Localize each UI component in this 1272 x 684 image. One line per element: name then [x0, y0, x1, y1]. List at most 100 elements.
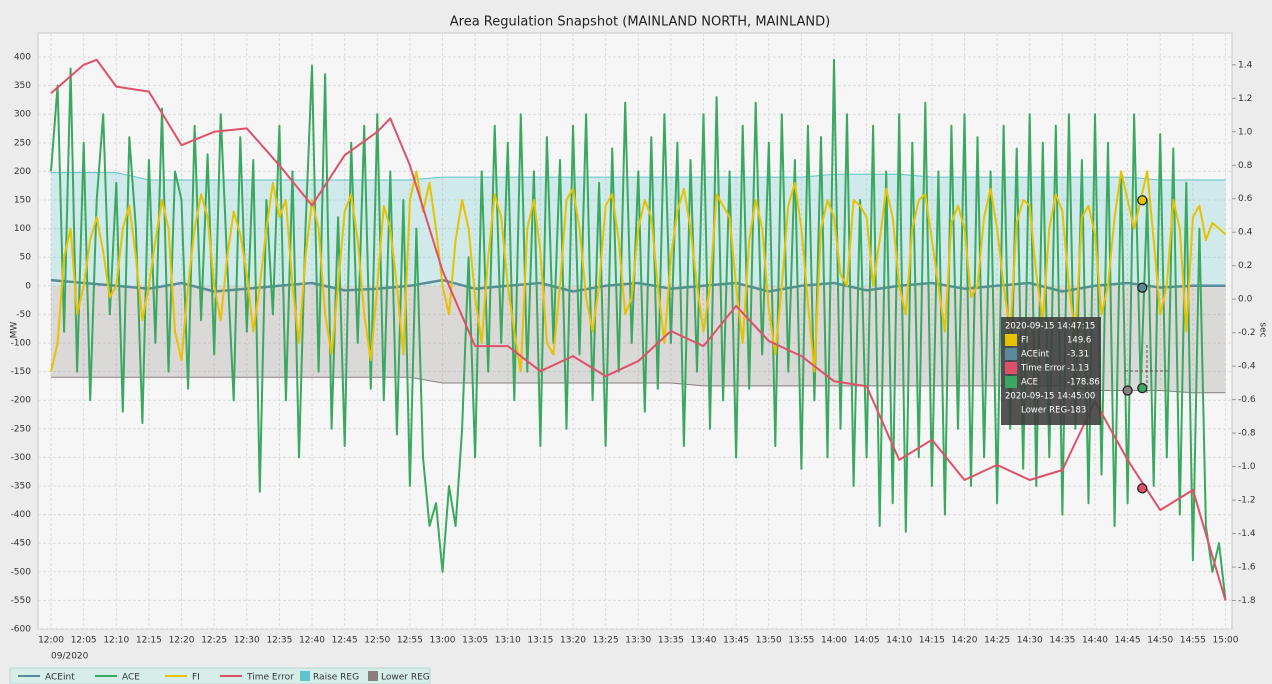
legend-label: Lower REG [381, 673, 430, 683]
x-tick-label: 13:45 [723, 636, 749, 646]
y2-tick-label: -1.0 [1238, 462, 1256, 472]
x-tick-label: 12:45 [332, 636, 358, 646]
legend-swatch [300, 671, 310, 681]
y2-axis-title: sec [1258, 322, 1268, 337]
hover-marker [1137, 483, 1148, 494]
series-line [50, 58, 1227, 601]
x-tick-label: 14:30 [1017, 636, 1043, 646]
x-tick-label: 14:15 [919, 636, 945, 646]
tooltip-swatch [1005, 376, 1017, 388]
tooltip-swatch [1005, 348, 1017, 360]
date-label: 09/2020 [51, 652, 89, 662]
y2-tick-label: 0.8 [1238, 161, 1253, 171]
x-tick-label: 12:05 [71, 636, 97, 646]
axes: -600-550-500-450-400-350-300-250-200-150… [11, 53, 1256, 646]
x-tick-label: 12:40 [299, 636, 325, 646]
y2-tick-label: -0.8 [1238, 429, 1256, 439]
x-tick-label: 14:35 [1049, 636, 1075, 646]
tooltip-name: ACEint [1021, 350, 1050, 360]
y-tick-label: -300 [11, 453, 32, 463]
y2-tick-label: -0.4 [1238, 362, 1256, 372]
x-tick-label: 12:20 [169, 636, 195, 646]
x-tick-label: 14:45 [1115, 636, 1141, 646]
x-tick-label: 13:05 [462, 636, 488, 646]
y-tick-label: -50 [16, 310, 31, 320]
y-tick-label: -250 [11, 424, 32, 434]
y2-tick-label: 1.4 [1238, 60, 1253, 70]
x-tick-label: 13:00 [430, 636, 456, 646]
plot [50, 58, 1227, 601]
x-tick-label: 12:15 [136, 636, 162, 646]
hover-marker [1137, 282, 1148, 293]
x-tick-label: 12:25 [201, 636, 227, 646]
y-tick-label: 150 [14, 196, 31, 206]
y-tick-label: -200 [11, 396, 32, 406]
y2-tick-label: -1.4 [1238, 529, 1256, 539]
y-tick-label: -450 [11, 539, 32, 549]
series-line [50, 170, 1227, 373]
y-axis-title: MW [10, 322, 20, 339]
x-tick-label: 14:10 [886, 636, 912, 646]
x-tick-label: 14:20 [952, 636, 978, 646]
x-tick-label: 13:30 [625, 636, 651, 646]
hover-marker [1137, 382, 1148, 394]
x-tick-label: 12:35 [266, 636, 292, 646]
tooltip-value: -3.31 [1067, 350, 1089, 360]
y-tick-label: -150 [11, 367, 32, 377]
grid [38, 33, 1232, 630]
y2-tick-label: 0.6 [1238, 194, 1253, 204]
y2-tick-label: 0.4 [1238, 228, 1253, 238]
hover-marker [1122, 385, 1133, 396]
tooltip-name: FI [1021, 336, 1028, 346]
x-tick-label: 13:50 [756, 636, 782, 646]
y-tick-label: 250 [14, 138, 31, 148]
x-tick-label: 13:35 [658, 636, 684, 646]
x-tick-label: 14:40 [1082, 636, 1108, 646]
x-tick-label: 14:50 [1147, 636, 1173, 646]
y-tick-label: 400 [14, 53, 31, 63]
x-tick-label: 13:55 [788, 636, 814, 646]
y2-tick-label: -1.6 [1238, 563, 1256, 573]
x-tick-label: 12:00 [38, 636, 64, 646]
legend-label: FI [192, 673, 200, 683]
y2-tick-label: -1.8 [1238, 596, 1256, 606]
y-tick-label: 200 [14, 167, 31, 177]
tooltip-box [1001, 317, 1101, 425]
y-tick-label: -550 [11, 596, 32, 606]
x-tick-label: 13:10 [495, 636, 521, 646]
y2-tick-label: 1.2 [1238, 94, 1252, 104]
x-tick-label: 12:30 [234, 636, 260, 646]
tooltip-value: 149.6 [1067, 336, 1091, 346]
x-tick-label: 14:25 [984, 636, 1010, 646]
y-tick-label: 100 [14, 224, 31, 234]
legend-label: ACE [122, 673, 140, 683]
y2-tick-label: 1.0 [1238, 127, 1253, 137]
tooltip-time: 2020-09-15 14:47:15 [1005, 322, 1095, 332]
x-tick-label: 14:00 [821, 636, 847, 646]
y2-tick-label: 0.0 [1238, 295, 1253, 305]
legend-swatch [368, 671, 378, 681]
series-line [50, 278, 1226, 293]
x-tick-label: 12:50 [364, 636, 390, 646]
y-tick-label: 0 [25, 281, 31, 291]
y2-tick-label: -0.2 [1238, 328, 1256, 338]
x-tick-label: 13:20 [560, 636, 586, 646]
x-tick-label: 12:55 [397, 636, 423, 646]
y-tick-label: -350 [11, 482, 32, 492]
x-tick-label: 14:55 [1180, 636, 1206, 646]
y2-tick-label: 0.2 [1238, 261, 1252, 271]
x-tick-label: 12:10 [103, 636, 129, 646]
hover-marker [1137, 195, 1148, 206]
legend-label: ACEint [45, 673, 75, 683]
y-tick-label: -100 [11, 339, 32, 349]
y-tick-label: 50 [20, 253, 32, 263]
x-tick-label: 13:15 [527, 636, 553, 646]
y-tick-label: 350 [14, 81, 31, 91]
x-tick-label: 15:00 [1213, 636, 1239, 646]
tooltip-value: -183 [1067, 406, 1086, 416]
legend: ACEint ACE FI Time Error Raise REG Lower REG [18, 671, 430, 683]
x-tick-label: 13:40 [691, 636, 717, 646]
x-tick-label: 14:05 [854, 636, 880, 646]
legend-label: Time Error [246, 673, 294, 683]
